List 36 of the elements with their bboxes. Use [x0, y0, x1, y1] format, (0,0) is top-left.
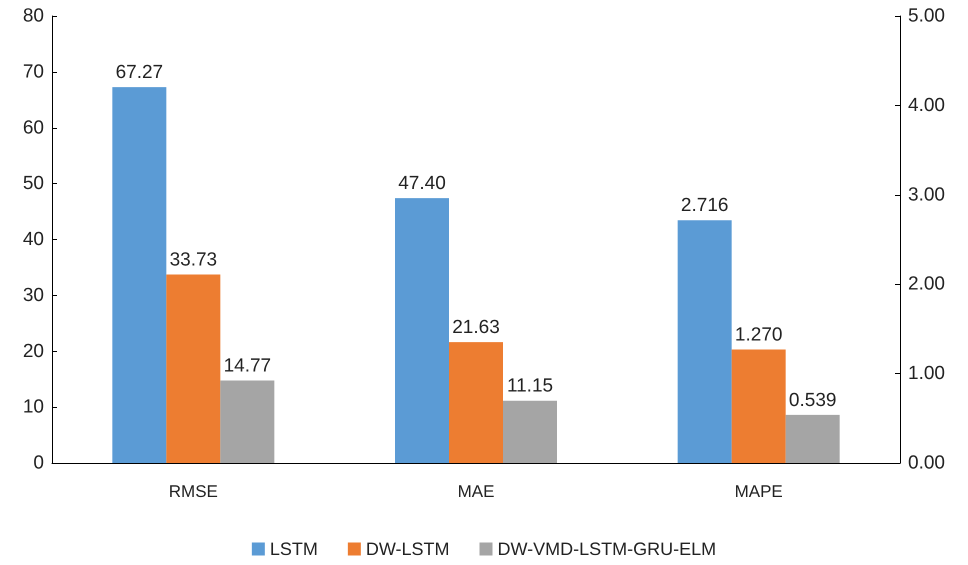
y2-tick-label: 0.00	[908, 452, 945, 474]
y-tick-label: 70	[22, 61, 44, 82]
y-tick-label: 30	[22, 284, 44, 306]
data-label: 67.27	[116, 62, 164, 84]
legend-label: DW-VMD-LSTM-GRU-ELM	[498, 539, 716, 559]
data-label: 0.539	[788, 390, 836, 411]
x-tick-label: RMSE	[168, 482, 218, 501]
y-tick-label: 80	[22, 6, 44, 26]
y2-tick-label: 4.00	[908, 94, 945, 116]
y-tick-label: 0	[33, 452, 44, 474]
bar	[449, 342, 503, 463]
data-label: 11.15	[506, 376, 554, 397]
data-label: 21.63	[452, 317, 500, 338]
y2-tick-label: 3.00	[908, 184, 945, 206]
y-tick-label: 40	[22, 229, 44, 250]
bar	[166, 274, 220, 463]
bar	[112, 87, 166, 463]
bar	[503, 400, 557, 463]
bar	[395, 198, 449, 463]
data-label: 47.40	[398, 173, 446, 194]
data-label: 2.716	[680, 195, 728, 216]
data-label: 33.73	[170, 250, 218, 271]
x-tick-label: MAE	[458, 482, 494, 501]
legend-label: DW-LSTM	[366, 539, 450, 559]
legend-label: LSTM	[270, 539, 318, 559]
y-tick-label: 60	[22, 117, 44, 138]
y2-tick-label: 1.00	[908, 363, 945, 384]
y-tick-label: 10	[22, 396, 44, 418]
x-tick-label: MAPE	[734, 482, 783, 501]
bar	[220, 380, 274, 463]
y-tick-label: 20	[22, 340, 44, 362]
y2-tick-label: 2.00	[908, 274, 945, 295]
y2-tick-label: 5.00	[908, 6, 945, 26]
data-label: 14.77	[224, 355, 272, 376]
data-label: 1.270	[734, 324, 782, 346]
y-tick-label: 50	[22, 173, 44, 194]
